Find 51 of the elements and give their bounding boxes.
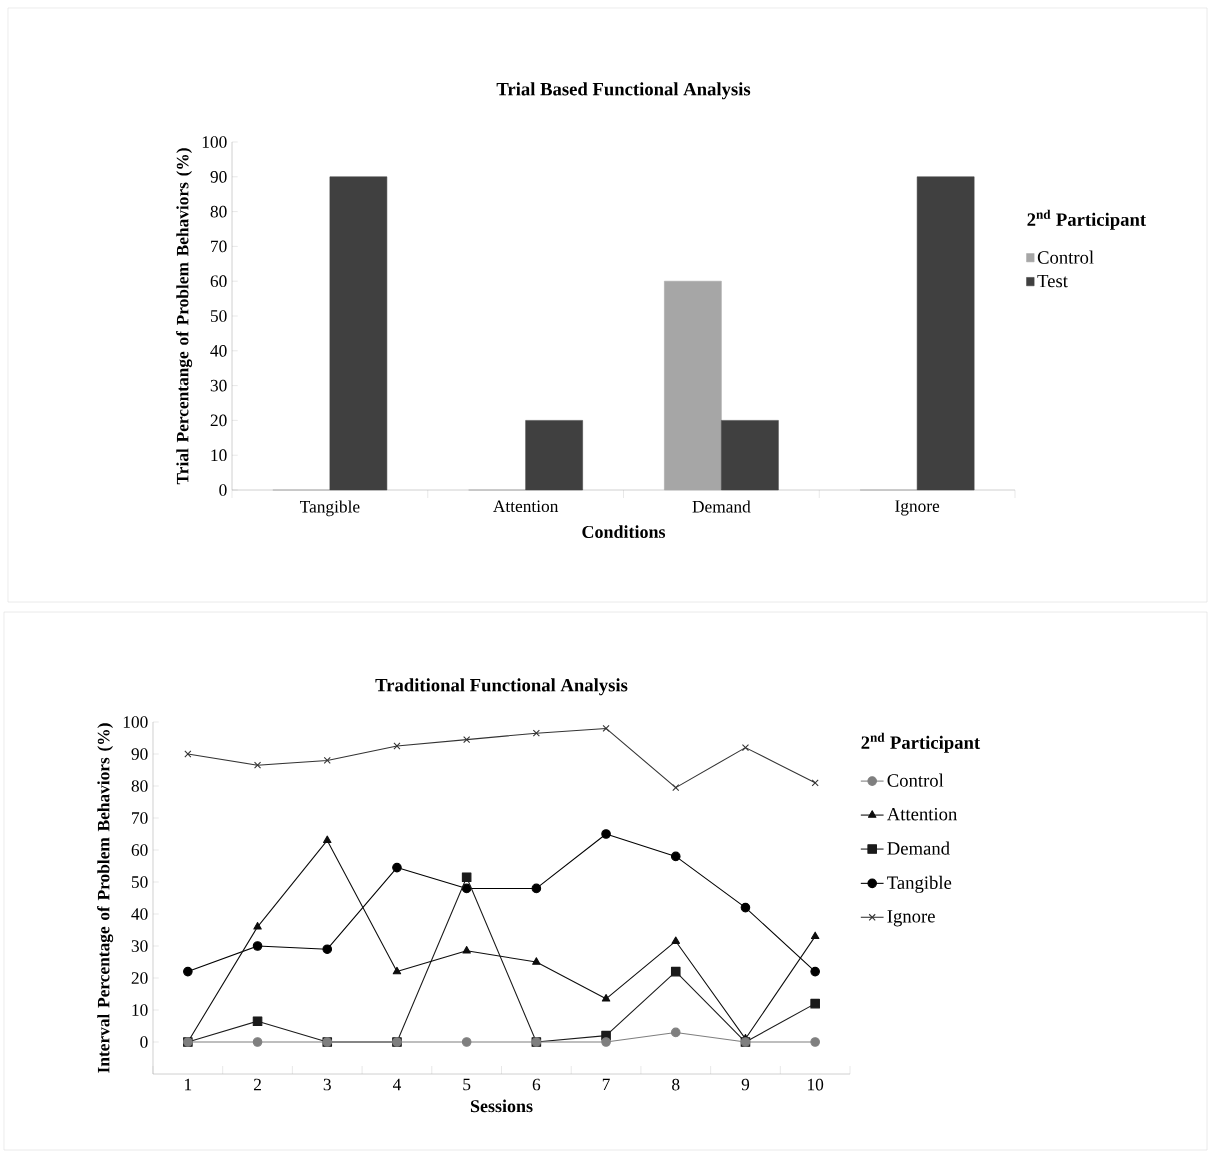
legend-title: 2$^{nd}$ Participant xyxy=(861,732,981,753)
x-axis-title: Sessions xyxy=(470,1099,533,1113)
x-tick-label: 10 xyxy=(808,1078,824,1091)
y-tick-label: 100 xyxy=(123,716,148,728)
x-tick-label: 5 xyxy=(463,1078,471,1091)
legend-label: Attention xyxy=(886,807,958,821)
y-axis-title: Trial Percentange of Problem Behaviors (%) xyxy=(176,148,193,485)
x-tick-label: 2 xyxy=(253,1078,261,1091)
x-tick-label: Ignore xyxy=(895,500,940,516)
legend-label: Demand xyxy=(887,841,950,855)
y-tick-label: 30 xyxy=(210,379,227,392)
x-tick-label: Attention xyxy=(493,500,559,513)
legend-label: Control xyxy=(1037,250,1094,264)
y-tick-label: 0 xyxy=(219,484,227,496)
x-tick-label: 8 xyxy=(672,1078,680,1091)
y-tick-label: 50 xyxy=(210,310,227,322)
y-tick-label: 10 xyxy=(211,449,227,462)
x-axis-title: Conditions xyxy=(582,525,666,538)
y-tick-label: 40 xyxy=(210,344,227,357)
y-tick-label: 20 xyxy=(131,972,148,984)
y-tick-label: 50 xyxy=(131,876,148,888)
y-tick-label: 40 xyxy=(131,908,148,920)
chart-title: Traditional Functional Analysis xyxy=(375,678,628,696)
legend-label: Test xyxy=(1037,274,1068,288)
y-tick-label: 90 xyxy=(131,748,148,760)
y-tick-label: 80 xyxy=(131,780,148,792)
y-tick-label: 60 xyxy=(210,275,227,288)
x-tick-label: 4 xyxy=(392,1078,402,1091)
y-axis-title: Interval Percentage of Problem Behaviors (%) xyxy=(97,723,114,1073)
x-tick-label: Tangible xyxy=(299,500,360,517)
y-tick-label: 80 xyxy=(210,205,227,218)
legend-label: Control xyxy=(887,773,944,787)
y-tick-label: 20 xyxy=(210,414,227,427)
y-tick-label: 0 xyxy=(140,1036,148,1048)
x-tick-label: 7 xyxy=(602,1078,610,1091)
legend-label: Tangible xyxy=(887,875,952,893)
x-tick-label: 9 xyxy=(741,1078,750,1091)
y-tick-label: 30 xyxy=(131,940,148,952)
x-tick-label: 6 xyxy=(532,1078,541,1091)
y-tick-label: 100 xyxy=(202,136,227,148)
legend-title: 2$^{nd}$ Participant xyxy=(1027,209,1147,230)
legend-label: Ignore xyxy=(887,910,935,927)
y-tick-label: 70 xyxy=(211,240,227,253)
y-tick-label: 10 xyxy=(132,1004,148,1016)
y-tick-label: 70 xyxy=(132,812,148,824)
y-tick-label: 90 xyxy=(210,170,227,183)
x-tick-label: Demand xyxy=(692,500,751,513)
y-tick-label: 60 xyxy=(131,844,148,856)
x-tick-label: 3 xyxy=(323,1078,331,1091)
x-tick-label: 1 xyxy=(185,1078,192,1091)
chart-title: Trial Based Functional Analysis xyxy=(496,82,751,100)
